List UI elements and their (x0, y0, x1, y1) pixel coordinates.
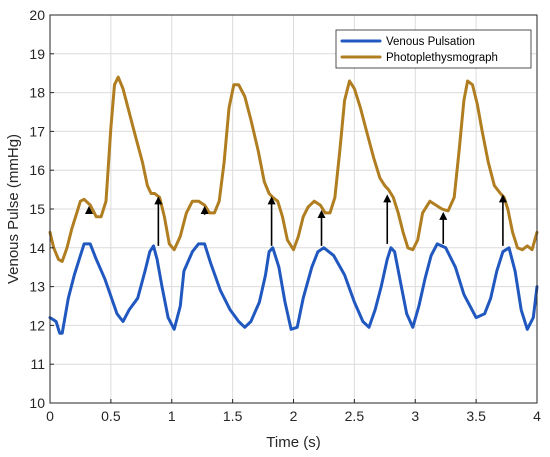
arrow-annotations (84, 194, 507, 246)
x-tick-label: 1 (168, 408, 176, 424)
tick-labels: 0 0.5 1 1.5 2 2.5 3 3.5 4 10 11 12 13 14 15 16 17 18 19 20 (29, 7, 541, 424)
grid (49, 14, 538, 404)
arrow-head (267, 196, 276, 205)
arrow-head (84, 206, 93, 215)
legend-box (335, 29, 532, 69)
y-tick-label: 18 (29, 85, 45, 101)
x-tick-label: 2 (290, 408, 298, 424)
arrow-head (200, 206, 209, 215)
y-tick-label: 10 (29, 395, 45, 411)
y-tick-label: 12 (29, 317, 45, 333)
y-tick-label: 11 (30, 356, 45, 372)
legend-label-venous-pulsation: Venous Pulsation (386, 36, 475, 48)
arrow-head (154, 196, 163, 205)
x-tick-label: 0.5 (101, 408, 121, 424)
series-lines (48, 75, 539, 335)
legend: Venous Pulsation Photoplethysmograph (335, 29, 532, 69)
x-tick-label: 1.5 (223, 408, 243, 424)
x-tick-label: 0 (46, 408, 54, 424)
x-tick-label: 2.5 (345, 408, 365, 424)
y-tick-label: 20 (29, 7, 45, 23)
y-tick-label: 15 (29, 201, 45, 217)
y-axis-title: Venous Pulse (mmHg) (5, 134, 22, 284)
x-tick-label: 3 (411, 408, 419, 424)
y-tick-label: 16 (29, 162, 45, 178)
legend-label-photoplethysmograph: Photoplethysmograph (386, 52, 498, 64)
x-tick-label: 3.5 (466, 408, 486, 424)
arrow-head (317, 209, 326, 218)
arrow-head (383, 194, 392, 203)
arrow-head (498, 194, 507, 203)
y-tick-label: 14 (29, 240, 45, 256)
x-tick-label: 4 (533, 408, 541, 424)
y-tick-label: 19 (29, 46, 45, 62)
x-axis-title: Time (s) (266, 434, 320, 451)
series-line-venous-pulsation (48, 242, 539, 335)
arrow-head (439, 211, 448, 220)
series-line-photoplethysmograph (48, 75, 539, 263)
y-tick-label: 13 (29, 279, 45, 295)
y-tick-label: 17 (29, 123, 45, 139)
